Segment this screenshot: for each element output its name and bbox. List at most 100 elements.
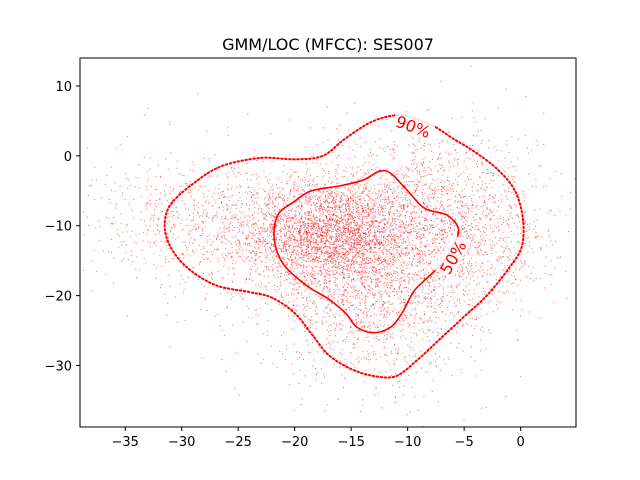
scatter-point xyxy=(353,256,355,258)
scatter-point xyxy=(388,281,390,283)
scatter-point xyxy=(321,319,323,321)
scatter-point xyxy=(392,249,394,251)
scatter-point xyxy=(290,244,292,246)
scatter-point xyxy=(400,280,403,282)
scatter-point xyxy=(439,152,441,154)
scatter-point xyxy=(488,329,490,331)
scatter-point xyxy=(302,279,304,281)
scatter-point xyxy=(396,187,398,189)
scatter-point xyxy=(245,258,247,260)
scatter-point xyxy=(424,171,426,173)
scatter-point xyxy=(378,307,380,309)
scatter-point xyxy=(342,252,344,254)
scatter-point xyxy=(282,171,284,173)
scatter-point xyxy=(373,271,375,273)
scatter-point xyxy=(520,260,522,262)
scatter-point xyxy=(314,240,316,242)
scatter-point xyxy=(314,259,316,261)
scatter-point xyxy=(323,267,325,269)
scatter-point xyxy=(374,202,376,204)
scatter-point xyxy=(346,229,349,231)
scatter-point xyxy=(433,295,435,297)
scatter-point xyxy=(336,266,338,268)
scatter-point xyxy=(317,351,319,353)
scatter-point xyxy=(431,151,433,153)
scatter-point xyxy=(358,317,360,319)
scatter-point xyxy=(391,205,393,207)
scatter-point xyxy=(294,237,296,239)
scatter-point xyxy=(308,252,310,254)
scatter-point xyxy=(337,252,339,254)
scatter-point xyxy=(332,314,334,316)
scatter-point xyxy=(299,238,301,240)
scatter-point xyxy=(325,272,327,274)
scatter-point xyxy=(467,303,469,305)
scatter-point xyxy=(241,298,243,300)
scatter-point xyxy=(271,220,273,222)
scatter-point xyxy=(360,238,362,240)
scatter-point xyxy=(268,202,270,204)
scatter-point xyxy=(332,349,334,351)
scatter-point xyxy=(297,224,299,226)
scatter-point xyxy=(255,242,257,244)
scatter-point xyxy=(434,192,436,194)
scatter-point xyxy=(313,241,315,243)
scatter-point xyxy=(353,261,355,263)
scatter-point xyxy=(349,208,351,210)
scatter-point xyxy=(343,175,345,177)
scatter-point xyxy=(336,211,338,213)
scatter-point xyxy=(309,240,311,242)
scatter-point xyxy=(315,226,317,229)
scatter-point xyxy=(394,256,396,258)
scatter-point xyxy=(437,217,439,219)
scatter-point xyxy=(338,244,340,246)
scatter-point xyxy=(468,273,470,275)
scatter-point xyxy=(319,253,321,255)
scatter-point xyxy=(328,245,330,247)
scatter-point xyxy=(335,206,337,208)
scatter-point xyxy=(298,281,300,283)
scatter-point xyxy=(437,331,439,333)
scatter-point xyxy=(249,268,251,270)
scatter-point xyxy=(395,227,397,229)
scatter-point xyxy=(245,279,247,281)
scatter-point xyxy=(404,173,406,175)
scatter-point xyxy=(336,325,338,327)
scatter-point xyxy=(286,252,288,254)
scatter-point xyxy=(451,286,453,288)
scatter-point xyxy=(403,176,405,178)
scatter-point xyxy=(447,286,449,288)
scatter-point xyxy=(347,214,349,216)
scatter-point xyxy=(381,229,383,231)
scatter-point xyxy=(407,282,409,285)
scatter-point xyxy=(390,175,392,177)
scatter-point xyxy=(305,198,307,200)
scatter-point xyxy=(341,266,344,269)
scatter-point xyxy=(309,279,312,281)
scatter-point xyxy=(315,257,317,259)
scatter-point xyxy=(382,214,384,216)
scatter-point xyxy=(304,237,306,239)
scatter-point xyxy=(232,229,234,231)
scatter-point xyxy=(312,261,314,263)
scatter-point xyxy=(335,323,338,325)
scatter-point xyxy=(365,280,367,282)
scatter-point xyxy=(411,181,413,183)
scatter-point xyxy=(353,271,355,273)
scatter-point xyxy=(349,251,351,253)
scatter-point xyxy=(328,243,330,245)
scatter-point xyxy=(321,203,323,205)
scatter-point xyxy=(359,247,361,250)
scatter-point xyxy=(383,240,385,242)
scatter-point xyxy=(384,196,386,198)
scatter-point xyxy=(331,218,333,220)
scatter-point xyxy=(338,205,341,207)
scatter-point xyxy=(462,268,464,270)
scatter-point xyxy=(408,144,410,146)
scatter-point xyxy=(275,256,277,258)
scatter-point xyxy=(306,251,308,253)
scatter-point xyxy=(305,298,307,300)
scatter-point xyxy=(377,221,379,223)
scatter-point xyxy=(344,226,346,228)
scatter-point xyxy=(334,247,336,249)
